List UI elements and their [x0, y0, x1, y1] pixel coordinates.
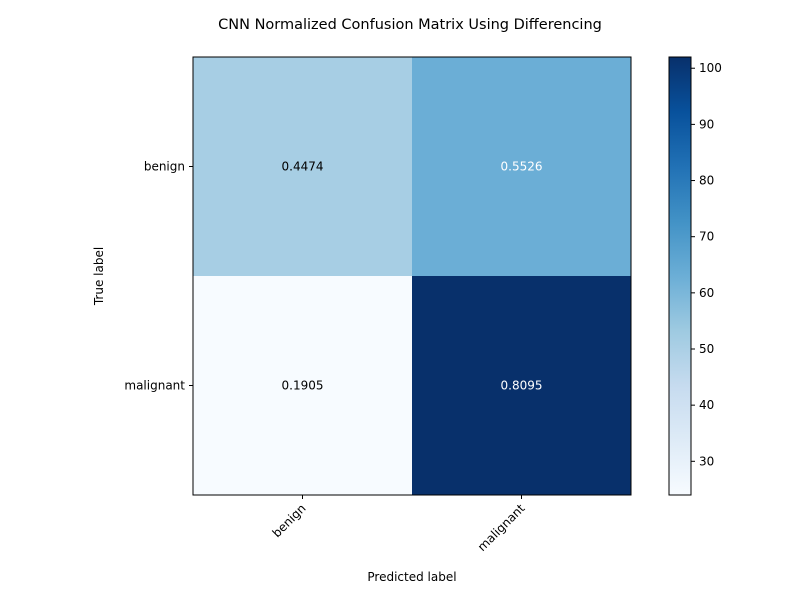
matrix-frame [192, 56, 632, 496]
x-axis-ticks: benign malignant [270, 495, 528, 554]
y-axis-ticks: benign malignant [124, 160, 193, 393]
chart-title: CNN Normalized Confusion Matrix Using Di… [218, 17, 602, 33]
matrix-cells: 0.4474 0.5526 0.1905 0.8095 [193, 57, 631, 495]
y-tick-label: benign [144, 160, 185, 174]
cell-value-label: 0.5526 [501, 160, 543, 174]
matrix-cell-benign-benign [193, 57, 412, 276]
colorbar-tick-label: 100 [699, 61, 722, 75]
colorbar-tick-label: 30 [699, 454, 714, 468]
x-tick-label: malignant [475, 501, 528, 554]
matrix-cell-benign-malignant [412, 57, 631, 276]
colorbar-tick-label: 80 [699, 174, 714, 188]
colorbar-tick-label: 50 [699, 342, 714, 356]
x-tick-label: benign [270, 501, 309, 540]
colorbar-tick-label: 70 [699, 230, 714, 244]
cell-value-label: 0.4474 [282, 160, 324, 174]
y-axis-label: True label [92, 247, 106, 306]
cell-value-label: 0.1905 [282, 379, 324, 393]
colorbar-tick-label: 40 [699, 398, 714, 412]
colorbar-tick-label: 60 [699, 286, 714, 300]
matrix-cell-malignant-benign [193, 276, 412, 495]
cell-value-label: 0.8095 [501, 379, 543, 393]
colorbar-tick-label: 90 [699, 117, 714, 131]
colorbar [668, 56, 692, 496]
y-tick-label: malignant [124, 379, 185, 393]
colorbar-ticks: 30 40 50 60 70 80 90 100 [691, 61, 722, 468]
x-axis-label: Predicted label [367, 570, 456, 584]
matrix-cell-malignant-malignant [412, 276, 631, 495]
